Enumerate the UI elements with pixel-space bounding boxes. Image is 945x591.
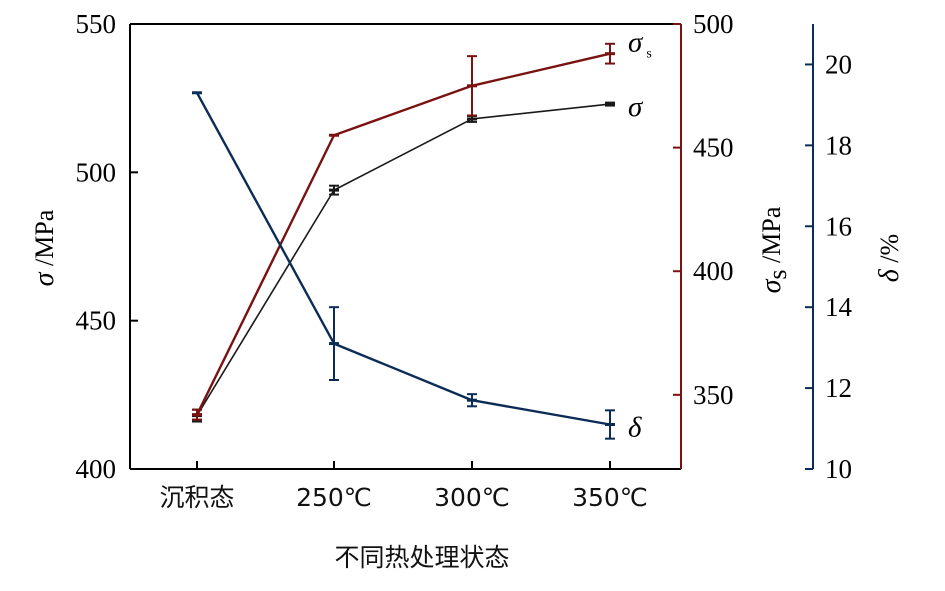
right1-axis-ticks: 350 400 450 500 bbox=[673, 9, 734, 410]
data-point bbox=[605, 101, 615, 107]
data-point bbox=[605, 42, 615, 65]
right2-tick-label: 10 bbox=[825, 454, 852, 484]
right1-axis-title-sub: s bbox=[763, 269, 792, 279]
right1-tick-label: 400 bbox=[693, 256, 734, 286]
right1-axis-title-symbol: σ bbox=[756, 278, 787, 293]
left-axis-ticks: 400 450 500 550 bbox=[76, 9, 138, 484]
right2-tick-label: 20 bbox=[825, 49, 852, 79]
data-point bbox=[467, 55, 477, 117]
series-line-sigma bbox=[196, 103, 611, 417]
x-tick-label: 350℃ bbox=[572, 483, 648, 512]
left-tick-label: 450 bbox=[76, 306, 117, 336]
series-line-delta bbox=[195, 92, 611, 426]
right1-tick-label: 350 bbox=[693, 380, 734, 410]
right2-tick-label: 18 bbox=[825, 130, 852, 160]
series-layer bbox=[192, 42, 615, 440]
x-tick-label: 300℃ bbox=[434, 483, 510, 512]
x-tick-label: 250℃ bbox=[296, 483, 372, 512]
left-axis-title-unit: /MPa bbox=[30, 209, 59, 272]
right2-axis-title: δ /% bbox=[874, 234, 905, 282]
right1-tick-label: 450 bbox=[693, 133, 734, 163]
right2-tick-label: 14 bbox=[825, 292, 853, 322]
svg-text:δ /%: δ /% bbox=[874, 234, 905, 282]
data-point bbox=[329, 184, 339, 196]
right1-axis-title: σs /MPa bbox=[756, 206, 792, 293]
svg-text:σs /MPa: σs /MPa bbox=[756, 206, 792, 293]
left-tick-label: 500 bbox=[76, 157, 117, 187]
left-axis-title: σ /MPa bbox=[29, 209, 60, 286]
right1-axis-title-unit: /MPa bbox=[757, 206, 786, 269]
left-tick-label: 550 bbox=[76, 9, 117, 39]
right2-tick-label: 16 bbox=[825, 211, 852, 241]
x-axis-ticks: 沉积态 250℃ 300℃ 350℃ bbox=[159, 461, 648, 512]
x-axis-title: 不同热处理状态 bbox=[334, 543, 509, 572]
svg-text:σ /MPa: σ /MPa bbox=[29, 209, 60, 286]
right2-axis-title-symbol: δ bbox=[874, 268, 905, 282]
left-tick-label: 400 bbox=[76, 454, 117, 484]
right2-axis-ticks: 10 12 14 16 18 20 bbox=[805, 49, 853, 484]
series-line-sigma-s bbox=[195, 52, 611, 416]
data-point bbox=[467, 393, 477, 408]
data-point bbox=[329, 306, 339, 381]
x-tick-label: 沉积态 bbox=[159, 483, 234, 512]
right2-axis-title-unit: /% bbox=[875, 234, 904, 269]
series-labels: σ σ s δ bbox=[628, 27, 652, 444]
data-point bbox=[192, 408, 202, 421]
data-point bbox=[605, 409, 615, 440]
right1-tick-label: 500 bbox=[693, 9, 734, 39]
right2-tick-label: 12 bbox=[825, 373, 852, 403]
series-label: σ bbox=[628, 91, 644, 123]
series-label: δ bbox=[628, 412, 642, 444]
data-point bbox=[467, 114, 477, 123]
left-axis-title-symbol: σ bbox=[29, 271, 60, 286]
